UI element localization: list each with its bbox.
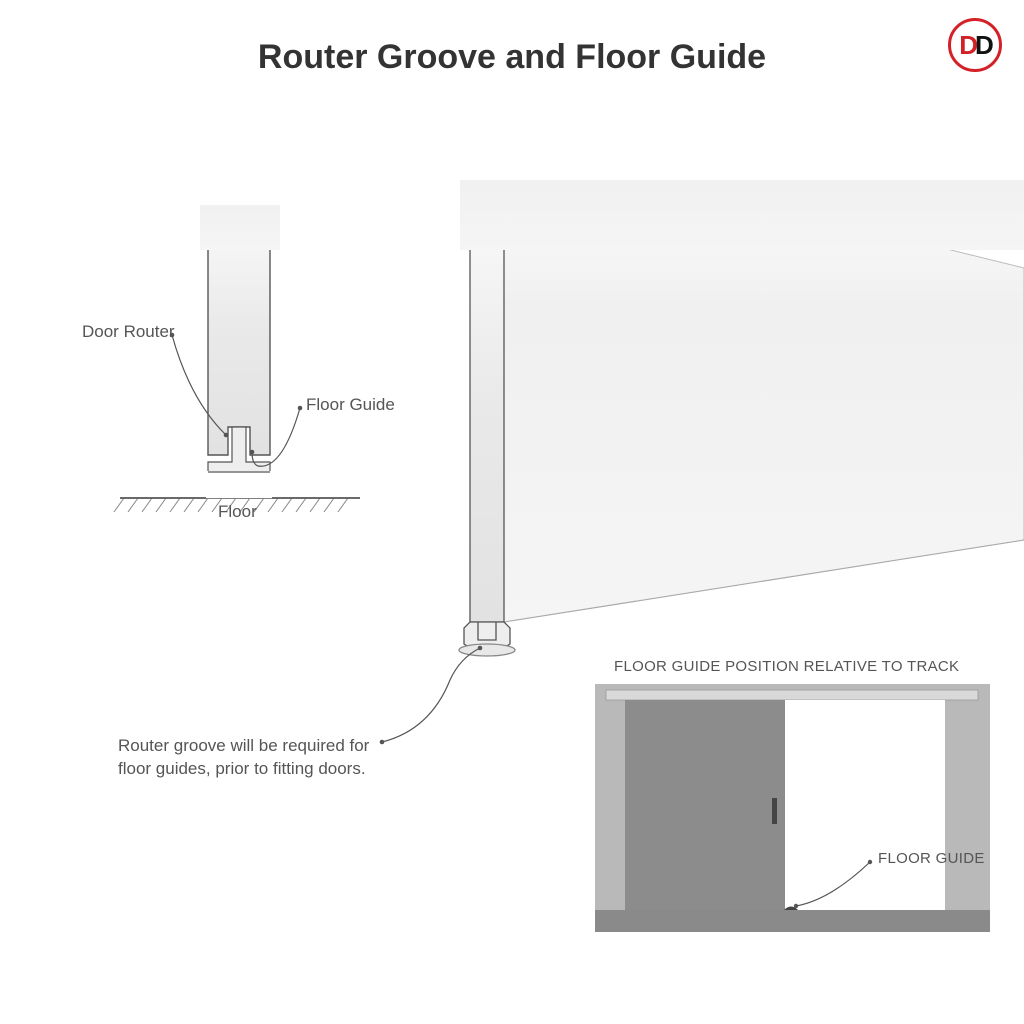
note-text: Router groove will be required for floor…: [118, 735, 369, 781]
label-floor: Floor: [218, 502, 257, 522]
perspective-door-group: [380, 120, 1024, 744]
label-door-router: Door Router: [82, 322, 175, 342]
note-line-1: Router groove will be required for: [118, 736, 369, 755]
label-floor-guide: Floor Guide: [306, 395, 395, 415]
diagram-canvas: [0, 0, 1024, 1024]
note-line-2: floor guides, prior to fitting doors.: [118, 759, 366, 778]
inset-panel-group: [595, 684, 990, 932]
inset-floor-guide-label: FLOOR GUIDE: [878, 850, 985, 867]
inset-title: FLOOR GUIDE POSITION RELATIVE TO TRACK: [614, 658, 959, 675]
